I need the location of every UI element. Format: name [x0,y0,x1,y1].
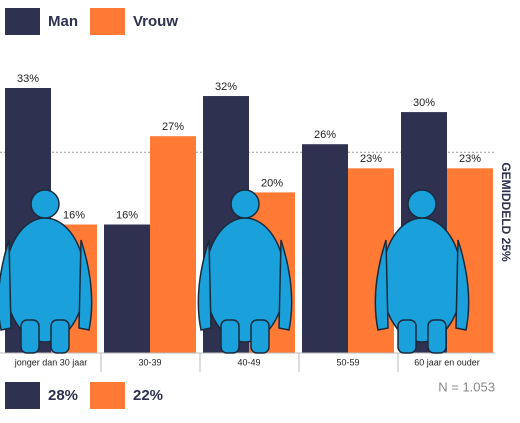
figure-arm [197,239,212,331]
value-label: 26% [314,129,336,141]
figure-leg [397,319,417,354]
x-tick-label: 50-59 [336,357,359,367]
value-label: 16% [116,209,138,221]
bar [302,144,348,353]
legend-label: Vrouw [133,13,178,30]
value-label: 32% [215,81,237,93]
legend-swatch [90,8,125,35]
figure-head [30,189,60,219]
value-label: 27% [162,121,184,133]
x-tick-label: jonger dan 30 jaar [14,357,88,367]
figure-leg [220,319,240,354]
figure-head [230,189,260,219]
figure-body [4,217,86,343]
value-label: 16% [63,209,85,221]
x-tick-label: 30-39 [138,357,161,367]
total-swatch [5,382,40,409]
figure-arm [0,239,12,331]
x-tick-label: 40-49 [237,357,260,367]
total-swatch [90,382,125,409]
value-label: 20% [261,177,283,189]
legend-label: Man [48,13,78,30]
sample-size: N = 1.053 [438,379,495,394]
value-label: 23% [459,153,481,165]
value-label: 33% [17,73,39,85]
figure-body [381,217,463,343]
figure-head [407,189,437,219]
total-label: 28% [48,387,78,404]
figure-arm [278,239,293,331]
total-label: 22% [133,387,163,404]
x-tick-label: 60 jaar en ouder [414,357,480,367]
decoration [0,189,470,354]
figure-leg [250,319,270,354]
figure-leg [427,319,447,354]
figure-arm [374,239,389,331]
figure-arm [78,239,93,331]
bar [104,224,150,353]
legend-swatch [5,8,40,35]
value-label: 23% [360,153,382,165]
figure-leg [50,319,70,354]
average-label: GEMIDDELD 25% [499,162,513,262]
figure-leg [20,319,40,354]
value-label: 30% [413,97,435,109]
figure-arm [455,239,470,331]
bar [150,136,196,353]
figure-body [204,217,286,343]
